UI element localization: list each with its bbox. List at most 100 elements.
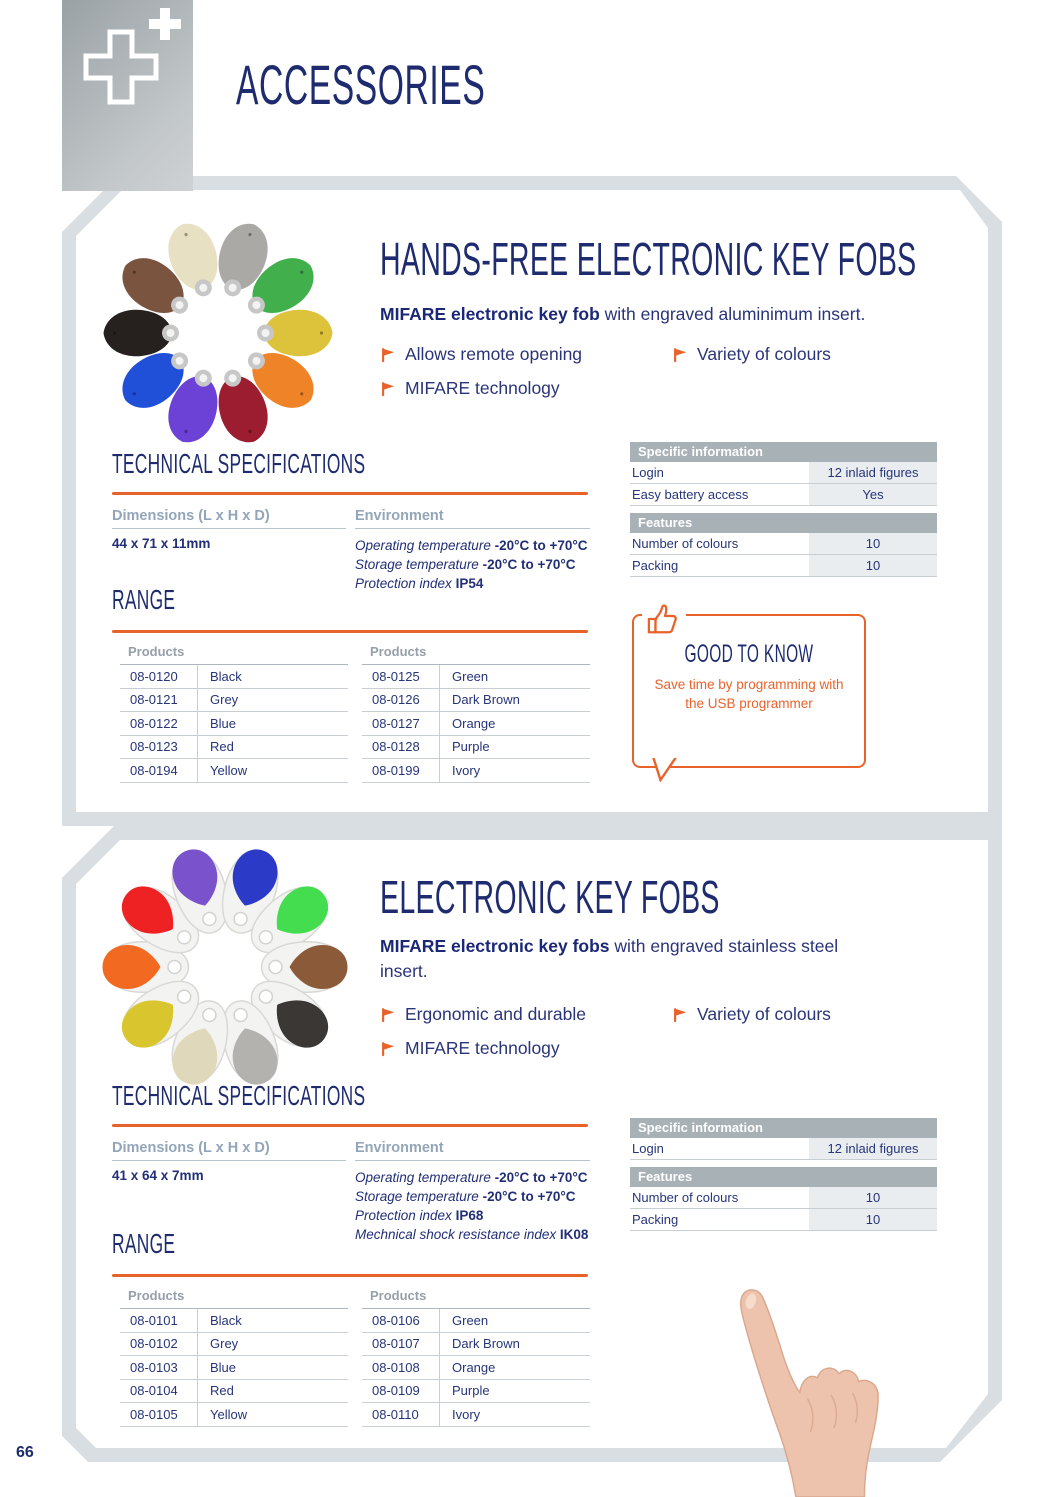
product-row: 08-0106 Green: [362, 1309, 590, 1333]
thumbs-up-icon: [642, 602, 686, 641]
bullet-label: Variety of colours: [697, 344, 831, 364]
key-fob: [107, 242, 212, 340]
bullet-label: MIFARE technology: [405, 1038, 560, 1058]
spec-row: Number of colours 10: [630, 1187, 937, 1209]
key-fob: [155, 214, 236, 316]
key-fob: [224, 242, 329, 340]
key-fob: [102, 305, 191, 361]
key-fob: [205, 984, 292, 1095]
good-to-know-title: GOOD TO KNOW: [684, 640, 814, 668]
product-row: 08-0199 Ivory: [362, 759, 590, 783]
intro-bold: MIFARE electronic key fob: [380, 304, 600, 324]
plus-icon: [83, 8, 181, 105]
key-fob: [107, 327, 212, 425]
section-intro: MIFARE electronic key fobs with engraved…: [380, 934, 890, 984]
products-table: Products 08-0106 Green 08-0107 Dark Brown …: [362, 1284, 590, 1427]
products-header: Products: [120, 1284, 348, 1309]
orange-rule: [112, 1124, 588, 1127]
product-row: 08-0123 Red: [120, 735, 348, 759]
key-fob: [200, 214, 281, 316]
key-fob: [230, 959, 344, 1065]
environment-row: Protection index IP68: [355, 1208, 484, 1223]
key-fob-wheel-photo: [100, 842, 350, 1092]
flag-icon: [382, 382, 395, 397]
spec-row: Number of colours 10: [630, 533, 937, 555]
dimensions-value: 41 x 64 x 7mm: [112, 1168, 204, 1183]
environment-label: Environment: [355, 508, 590, 529]
product-row: 08-0125 Green: [362, 665, 590, 689]
spec-row: Easy battery access Yes: [630, 484, 937, 506]
spec-row: Packing 10: [630, 1209, 937, 1231]
product-row: 08-0121 Grey: [120, 688, 348, 712]
dimensions-block: Dimensions (L x H x D) 44 x 71 x 11mm: [112, 508, 346, 551]
section-card-electronic: ELECTRONIC KEY FOBS MIFARE electronic ke…: [62, 826, 1002, 1462]
products-header: Products: [120, 640, 348, 665]
dimensions-label: Dimensions (L x H x D): [112, 1140, 346, 1161]
product-row: 08-0120 Black: [120, 665, 348, 689]
environment-label: Environment: [355, 1140, 590, 1161]
spec-group-header: Specific information: [630, 442, 937, 462]
intro-rest: with engraved aluminimum insert.: [599, 304, 866, 324]
bullet-label: Ergonomic and durable: [405, 1004, 586, 1024]
product-row: 08-0108 Orange: [362, 1356, 590, 1380]
product-row: 08-0194 Yellow: [120, 759, 348, 783]
good-to-know-callout: GOOD TO KNOW Save time by programming wi…: [632, 602, 866, 783]
flag-icon: [672, 1006, 688, 1023]
key-fob: [230, 870, 344, 976]
page-number: 66: [16, 1444, 34, 1461]
product-row: 08-0110 Ivory: [362, 1403, 590, 1427]
product-row: 08-0126 Dark Brown: [362, 688, 590, 712]
spec-group-header: Features: [630, 513, 937, 533]
environment-row: Storage temperature -20°C to +70°C: [355, 1189, 576, 1204]
pointing-hand-image: [698, 1268, 933, 1497]
orange-rule: [112, 630, 588, 633]
section-card-handsfree: HANDS-FREE ELECTRONIC KEY FOBS MIFARE el…: [62, 176, 1002, 826]
key-fob: [155, 351, 236, 453]
speech-bubble-tail: [652, 756, 678, 787]
environment-row: Mechnical shock resistance index IK08: [355, 1227, 589, 1242]
spec-group-header: Specific information: [630, 1118, 937, 1138]
tech-specs-heading: TECHNICAL SPECIFICATIONS: [112, 448, 366, 479]
product-row: 08-0127 Orange: [362, 712, 590, 736]
feature-bullets: Allows remote opening Variety of colours…: [380, 344, 960, 399]
spec-group-header: Features: [630, 1167, 937, 1187]
product-row: 08-0102 Grey: [120, 1333, 348, 1357]
product-row: 08-0122 Blue: [120, 712, 348, 736]
bullet-item: MIFARE technology: [380, 378, 672, 399]
environment-row: Operating temperature -20°C to +70°C: [355, 1170, 588, 1185]
product-row: 08-0109 Purple: [362, 1380, 590, 1404]
flag-icon: [380, 1006, 396, 1023]
section-title: ELECTRONIC KEY FOBS: [380, 871, 720, 923]
orange-rule: [112, 492, 588, 495]
bullet-label: Variety of colours: [697, 1004, 831, 1024]
environment-block: Environment Operating temperature -20°C …: [355, 508, 590, 593]
intro-rest: with engraved stainless steel insert.: [380, 936, 839, 981]
environment-row: Operating temperature -20°C to +70°C: [355, 538, 588, 553]
key-fob: [101, 937, 198, 997]
bullet-item: Variety of colours: [672, 1004, 960, 1025]
bullet-item: Ergonomic and durable: [380, 1004, 672, 1025]
products-table: Products 08-0120 Black 08-0121 Grey 08-012…: [120, 640, 348, 783]
header-plus-panel: [62, 0, 193, 191]
key-fob: [253, 937, 350, 997]
tech-specs-heading: TECHNICAL SPECIFICATIONS: [112, 1080, 366, 1111]
spec-row: Packing 10: [630, 555, 937, 577]
product-row: 08-0128 Purple: [362, 735, 590, 759]
key-fob: [158, 839, 245, 950]
product-row: 08-0104 Red: [120, 1380, 348, 1404]
product-row: 08-0103 Blue: [120, 1356, 348, 1380]
dimensions-value: 44 x 71 x 11mm: [112, 536, 211, 551]
key-fob-wheel-photo: [98, 218, 338, 448]
product-row: 08-0105 Yellow: [120, 1403, 348, 1427]
key-fob: [246, 305, 335, 361]
product-row: 08-0107 Dark Brown: [362, 1333, 590, 1357]
dimensions-block: Dimensions (L x H x D) 41 x 64 x 7mm: [112, 1140, 346, 1183]
products-header: Products: [362, 1284, 590, 1309]
products-header: Products: [362, 640, 590, 665]
specific-information-table: Specific information Login 12 inlaid figu…: [630, 1118, 937, 1231]
section-intro: MIFARE electronic key fob with engraved …: [380, 302, 980, 327]
good-to-know-text: Save time by programming with the USB pr…: [654, 677, 844, 711]
bullet-item: MIFARE technology: [380, 1038, 672, 1059]
spec-row: Login 12 inlaid figures: [630, 1138, 937, 1160]
bullet-label: Allows remote opening: [405, 344, 583, 364]
